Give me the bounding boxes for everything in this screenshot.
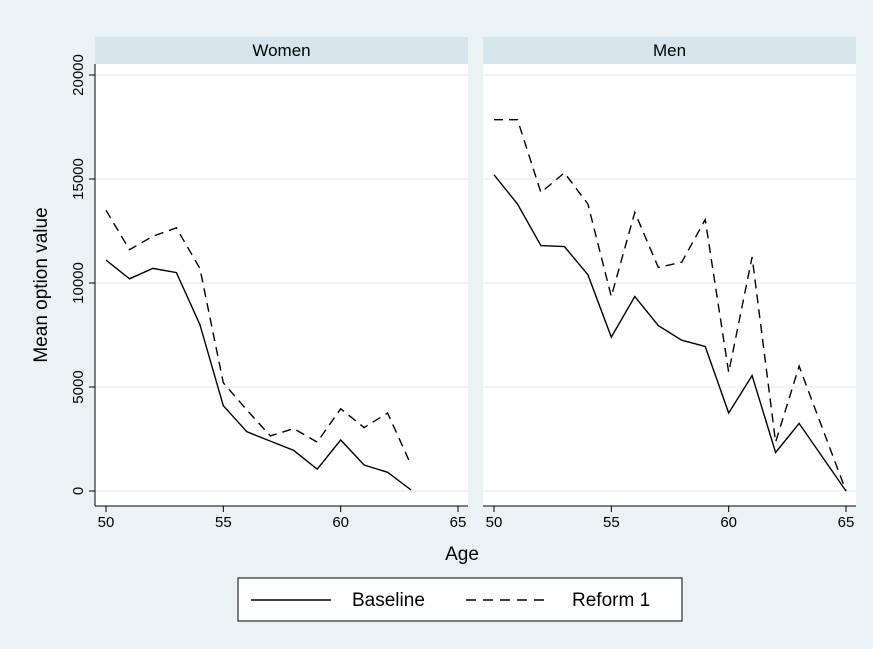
plot-area [483, 64, 856, 506]
panel-header [483, 37, 856, 64]
panels-layer: Women Men [95, 37, 856, 506]
panel-women: Women [95, 37, 468, 506]
y-tick-label: 15000 [70, 158, 87, 200]
legend-label: Reform 1 [572, 590, 650, 611]
panel-title: Women [252, 41, 310, 60]
panel-title: Men [653, 41, 686, 60]
legend-label: Baseline [352, 590, 425, 611]
x-tick-label: 50 [98, 514, 115, 531]
x-axis-title: Age [445, 544, 479, 565]
legend: Baseline Reform 1 [237, 577, 683, 622]
y-tick-label: 0 [70, 487, 87, 495]
series-line-reform-1 [105, 209, 412, 466]
y-tick-label: 5000 [70, 370, 87, 403]
y-tick-label: 20000 [70, 54, 87, 96]
x-tick-label: 50 [486, 514, 503, 531]
y-tick-label: 10000 [70, 262, 87, 304]
series-line-reform-1 [494, 118, 847, 492]
panel-men: Men [483, 37, 856, 506]
x-tick-label: 55 [603, 514, 620, 531]
axes-layer: 50 55 60 65 50 55 60 65 0 5000 10000 15000 20000 Age M… [31, 54, 856, 565]
series-line-baseline [493, 174, 847, 492]
x-tick-label: 65 [838, 514, 855, 531]
x-tick-label: 60 [332, 514, 349, 531]
x-tick-label: 55 [215, 514, 232, 531]
series-line-baseline [105, 259, 412, 491]
plot-area [95, 64, 468, 506]
x-tick-label: 60 [720, 514, 737, 531]
panel-header [95, 37, 468, 64]
y-axis-title: Mean option value [31, 207, 52, 362]
x-tick-label: 65 [450, 514, 467, 531]
